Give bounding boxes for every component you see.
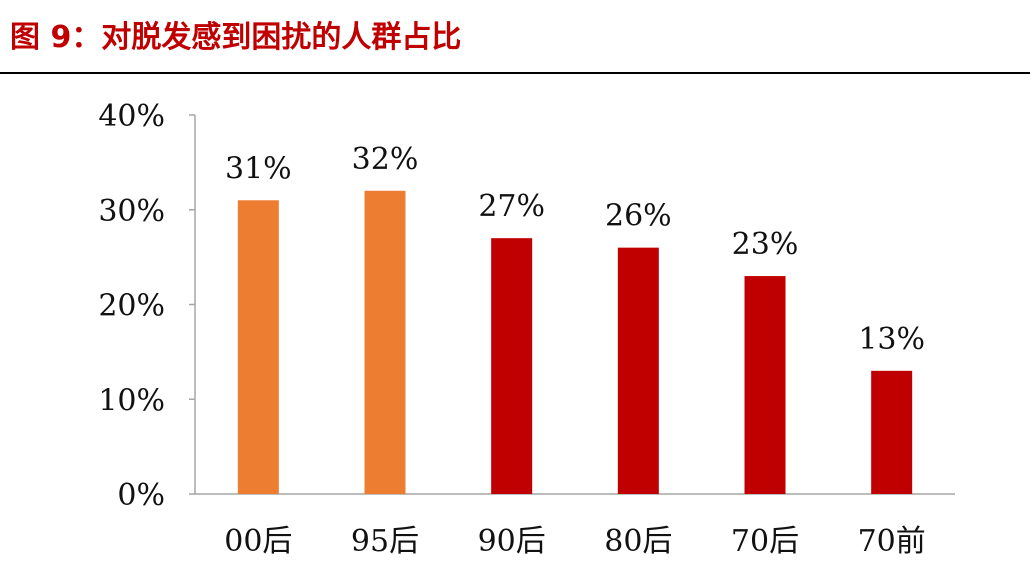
y-tick-label: 40% [98,99,165,134]
y-tick-label: 30% [98,194,165,229]
y-tick-label: 20% [98,289,165,324]
data-label: 31% [225,151,292,186]
bar [364,190,406,495]
y-tick-labels: 0% 10% 20% 30% 40% [98,99,165,513]
y-tick-label: 10% [98,383,165,418]
data-label: 13% [858,322,925,357]
category-label: 80后 [604,524,672,559]
figure-title: 图 9：对脱发感到困扰的人群占比 [10,20,462,55]
bar [617,247,659,494]
category-label: 90后 [478,524,546,559]
bar [744,276,786,494]
y-tick-label: 0% [117,478,165,513]
data-label: 26% [605,199,672,234]
category-label: 95后 [351,524,419,559]
data-labels: 31% 32% 27% 26% 23% 13% [225,142,925,357]
category-label: 70后 [731,524,799,559]
bars [237,190,913,495]
category-label: 00后 [224,524,292,559]
y-ticks [189,114,195,495]
category-label: 70前 [858,524,926,559]
title-underline [0,72,1030,74]
bar [871,370,913,494]
data-label: 23% [732,227,799,262]
bar [237,200,279,494]
category-labels: 00后 95后 90后 80后 70后 70前 [224,524,926,559]
data-label: 32% [352,142,419,177]
data-label: 27% [478,189,545,224]
bar [491,238,533,494]
